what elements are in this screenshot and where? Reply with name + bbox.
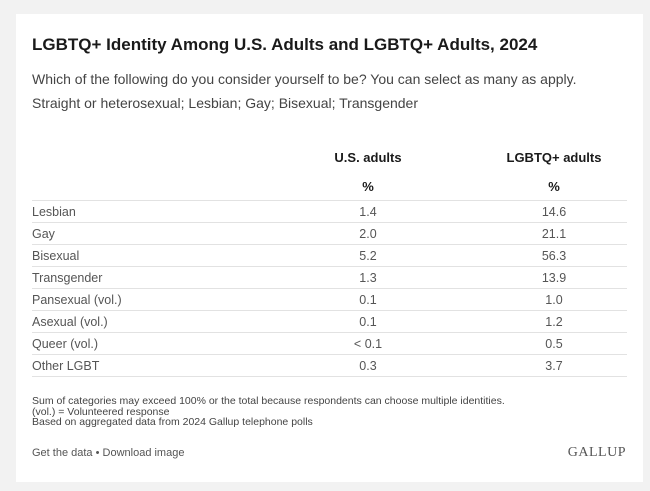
lgbtq-adults-value: 1.0 [545, 293, 563, 307]
footnote: (vol.) = Volunteered response [32, 405, 170, 418]
us-adults-value: 0.3 [359, 359, 377, 373]
gallup-logo: GALLUP [567, 445, 626, 460]
footer-separator: • [92, 447, 103, 459]
lgbtq-adults-value: 13.9 [541, 271, 567, 285]
column-unit-lgbtq-adults: % [548, 179, 560, 194]
row-label: Lesbian [32, 205, 76, 219]
survey-question: Which of the following do you consider y… [32, 71, 577, 87]
row-label: Pansexual (vol.) [32, 293, 122, 307]
row-label: Gay [32, 227, 55, 241]
table-row: Transgender 1.3 13.9 [32, 267, 627, 289]
lgbtq-adults-value: 0.5 [545, 337, 563, 351]
footnotes: Sum of categories may exceed 100% or the… [32, 396, 505, 428]
data-table: Lesbian 1.4 14.6 Gay 2.0 21.1 Bisexual 5.2 56.3 T… [32, 200, 627, 377]
download-image-link[interactable]: Download image [102, 447, 185, 459]
footer-links: Get the data • Download image [32, 447, 184, 459]
lgbtq-adults-value: 1.2 [545, 315, 563, 329]
chart-card: LGBTQ+ Identity Among U.S. Adults and LG… [16, 14, 643, 482]
lgbtq-adults-value: 3.7 [545, 359, 563, 373]
lgbtq-adults-value: 56.3 [541, 249, 567, 263]
us-adults-value: 5.2 [359, 249, 377, 263]
column-header-lgbtq-adults: LGBTQ+ adults [506, 150, 602, 165]
table-row: Asexual (vol.) 0.1 1.2 [32, 311, 627, 333]
table-row: Lesbian 1.4 14.6 [32, 201, 627, 223]
table-row: Bisexual 5.2 56.3 [32, 245, 627, 267]
footnote: Sum of categories may exceed 100% or the… [32, 395, 505, 407]
us-adults-value: 0.1 [359, 315, 377, 329]
column-header-us-adults: U.S. adults [334, 150, 402, 165]
us-adults-value: 1.3 [359, 271, 377, 285]
table-row: Pansexual (vol.) 0.1 1.0 [32, 289, 627, 311]
row-label: Bisexual [32, 249, 80, 263]
us-adults-value: 0.1 [359, 293, 377, 307]
table-row: Gay 2.0 21.1 [32, 223, 627, 245]
row-label: Asexual (vol.) [32, 315, 108, 329]
get-the-data-link[interactable]: Get the data [32, 447, 93, 459]
column-unit-us-adults: % [362, 179, 374, 194]
row-label: Queer (vol.) [32, 337, 98, 351]
us-adults-value: 1.4 [359, 205, 377, 219]
survey-options: Straight or heterosexual; Lesbian; Gay; … [32, 95, 418, 111]
table-row: Other LGBT 0.3 3.7 [32, 355, 627, 377]
lgbtq-adults-value: 14.6 [541, 205, 567, 219]
lgbtq-adults-value: 21.1 [541, 227, 567, 241]
table-row: Queer (vol.) < 0.1 0.5 [32, 333, 627, 355]
row-label: Transgender [32, 271, 103, 285]
us-adults-value: 2.0 [359, 227, 377, 241]
footnote: Based on aggregated data from 2024 Gallu… [32, 416, 313, 428]
chart-title: LGBTQ+ Identity Among U.S. Adults and LG… [32, 35, 538, 54]
row-label: Other LGBT [32, 359, 100, 373]
us-adults-value: < 0.1 [353, 337, 383, 351]
